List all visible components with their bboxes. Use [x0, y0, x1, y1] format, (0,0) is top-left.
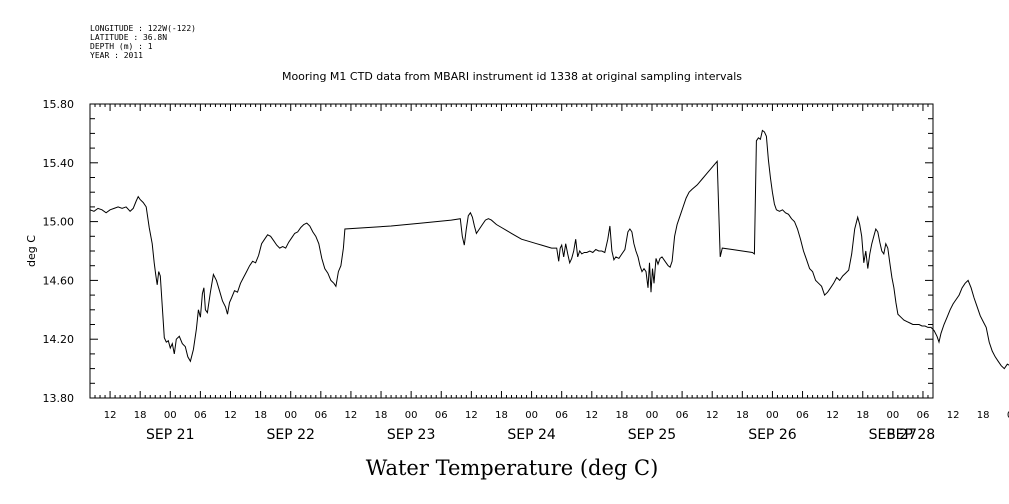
y-axis: 13.80 14.20 14.60 15.00 15.40 15.80 [43, 98, 933, 405]
x-hour-label: 06 [314, 410, 327, 421]
metadata-year: YEAR : 2011 [90, 51, 143, 60]
x-hour-label: 18 [736, 410, 749, 421]
x-hour-label: 06 [796, 410, 809, 421]
x-hour-label: 00 [405, 410, 418, 421]
x-day-label: SEP 27 [869, 427, 917, 443]
metadata-latitude: LATITUDE : 36.8N [90, 33, 167, 42]
x-hour-label: 00 [1007, 410, 1009, 421]
x-axis-label: Water Temperature (deg C) [366, 456, 659, 480]
y-tick-label: 14.60 [43, 274, 75, 287]
x-hour-label: 12 [585, 410, 598, 421]
x-hour-label: 12 [104, 410, 117, 421]
metadata-depth: DEPTH (m) : 1 [90, 42, 153, 51]
metadata-block: LONGITUDE : 122W(-122) LATITUDE : 36.8N … [90, 24, 196, 60]
y-axis-label: deg C [25, 235, 38, 267]
y-tick-label: 15.40 [43, 157, 75, 170]
x-hour-label: 00 [525, 410, 538, 421]
x-hour-label: 06 [555, 410, 568, 421]
x-hour-label: 12 [947, 410, 960, 421]
x-day-label: SEP 24 [507, 427, 556, 443]
x-hour-label: 18 [134, 410, 147, 421]
x-day-label: SEP 22 [266, 427, 314, 443]
x-hour-label: 06 [917, 410, 930, 421]
x-hour-label: 00 [646, 410, 659, 421]
x-hour-label: 18 [495, 410, 508, 421]
x-day-label: SEP 25 [628, 427, 676, 443]
x-day-label: SEP 23 [387, 427, 435, 443]
x-hour-label: 06 [435, 410, 448, 421]
y-tick-label: 15.00 [43, 216, 75, 229]
x-hour-label: 18 [616, 410, 629, 421]
x-hour-label: 12 [826, 410, 839, 421]
x-axis: 12 18 00 06 12 18 00 06 12 18 00 06 12 18 00 06 12 18 00 06… [89, 104, 1009, 443]
y-tick-label: 14.20 [43, 333, 75, 346]
x-hour-label: 06 [194, 410, 207, 421]
x-day-label: SEP 21 [146, 427, 194, 443]
x-hour-label: 06 [676, 410, 689, 421]
x-hour-label: 12 [706, 410, 719, 421]
plot-frame [89, 103, 934, 399]
x-hour-label: 18 [856, 410, 869, 421]
chart-title: Mooring M1 CTD data from MBARI instrumen… [282, 70, 742, 83]
x-hour-label: 12 [345, 410, 358, 421]
x-hour-label: 00 [766, 410, 779, 421]
x-hour-label: 00 [284, 410, 297, 421]
series-line [89, 129, 1009, 370]
y-tick-label: 13.80 [43, 392, 75, 405]
x-hour-label: 12 [465, 410, 478, 421]
metadata-longitude: LONGITUDE : 122W(-122) [90, 24, 196, 33]
x-hour-label: 18 [977, 410, 990, 421]
x-day-label: SEP 28 [887, 427, 935, 443]
x-day-label: SEP 26 [748, 427, 797, 443]
y-tick-label: 15.80 [43, 98, 75, 111]
x-hour-label: 00 [886, 410, 899, 421]
x-hour-label: 18 [254, 410, 267, 421]
x-hour-label: 12 [224, 410, 237, 421]
x-hour-label: 00 [164, 410, 177, 421]
x-hour-label: 18 [375, 410, 388, 421]
